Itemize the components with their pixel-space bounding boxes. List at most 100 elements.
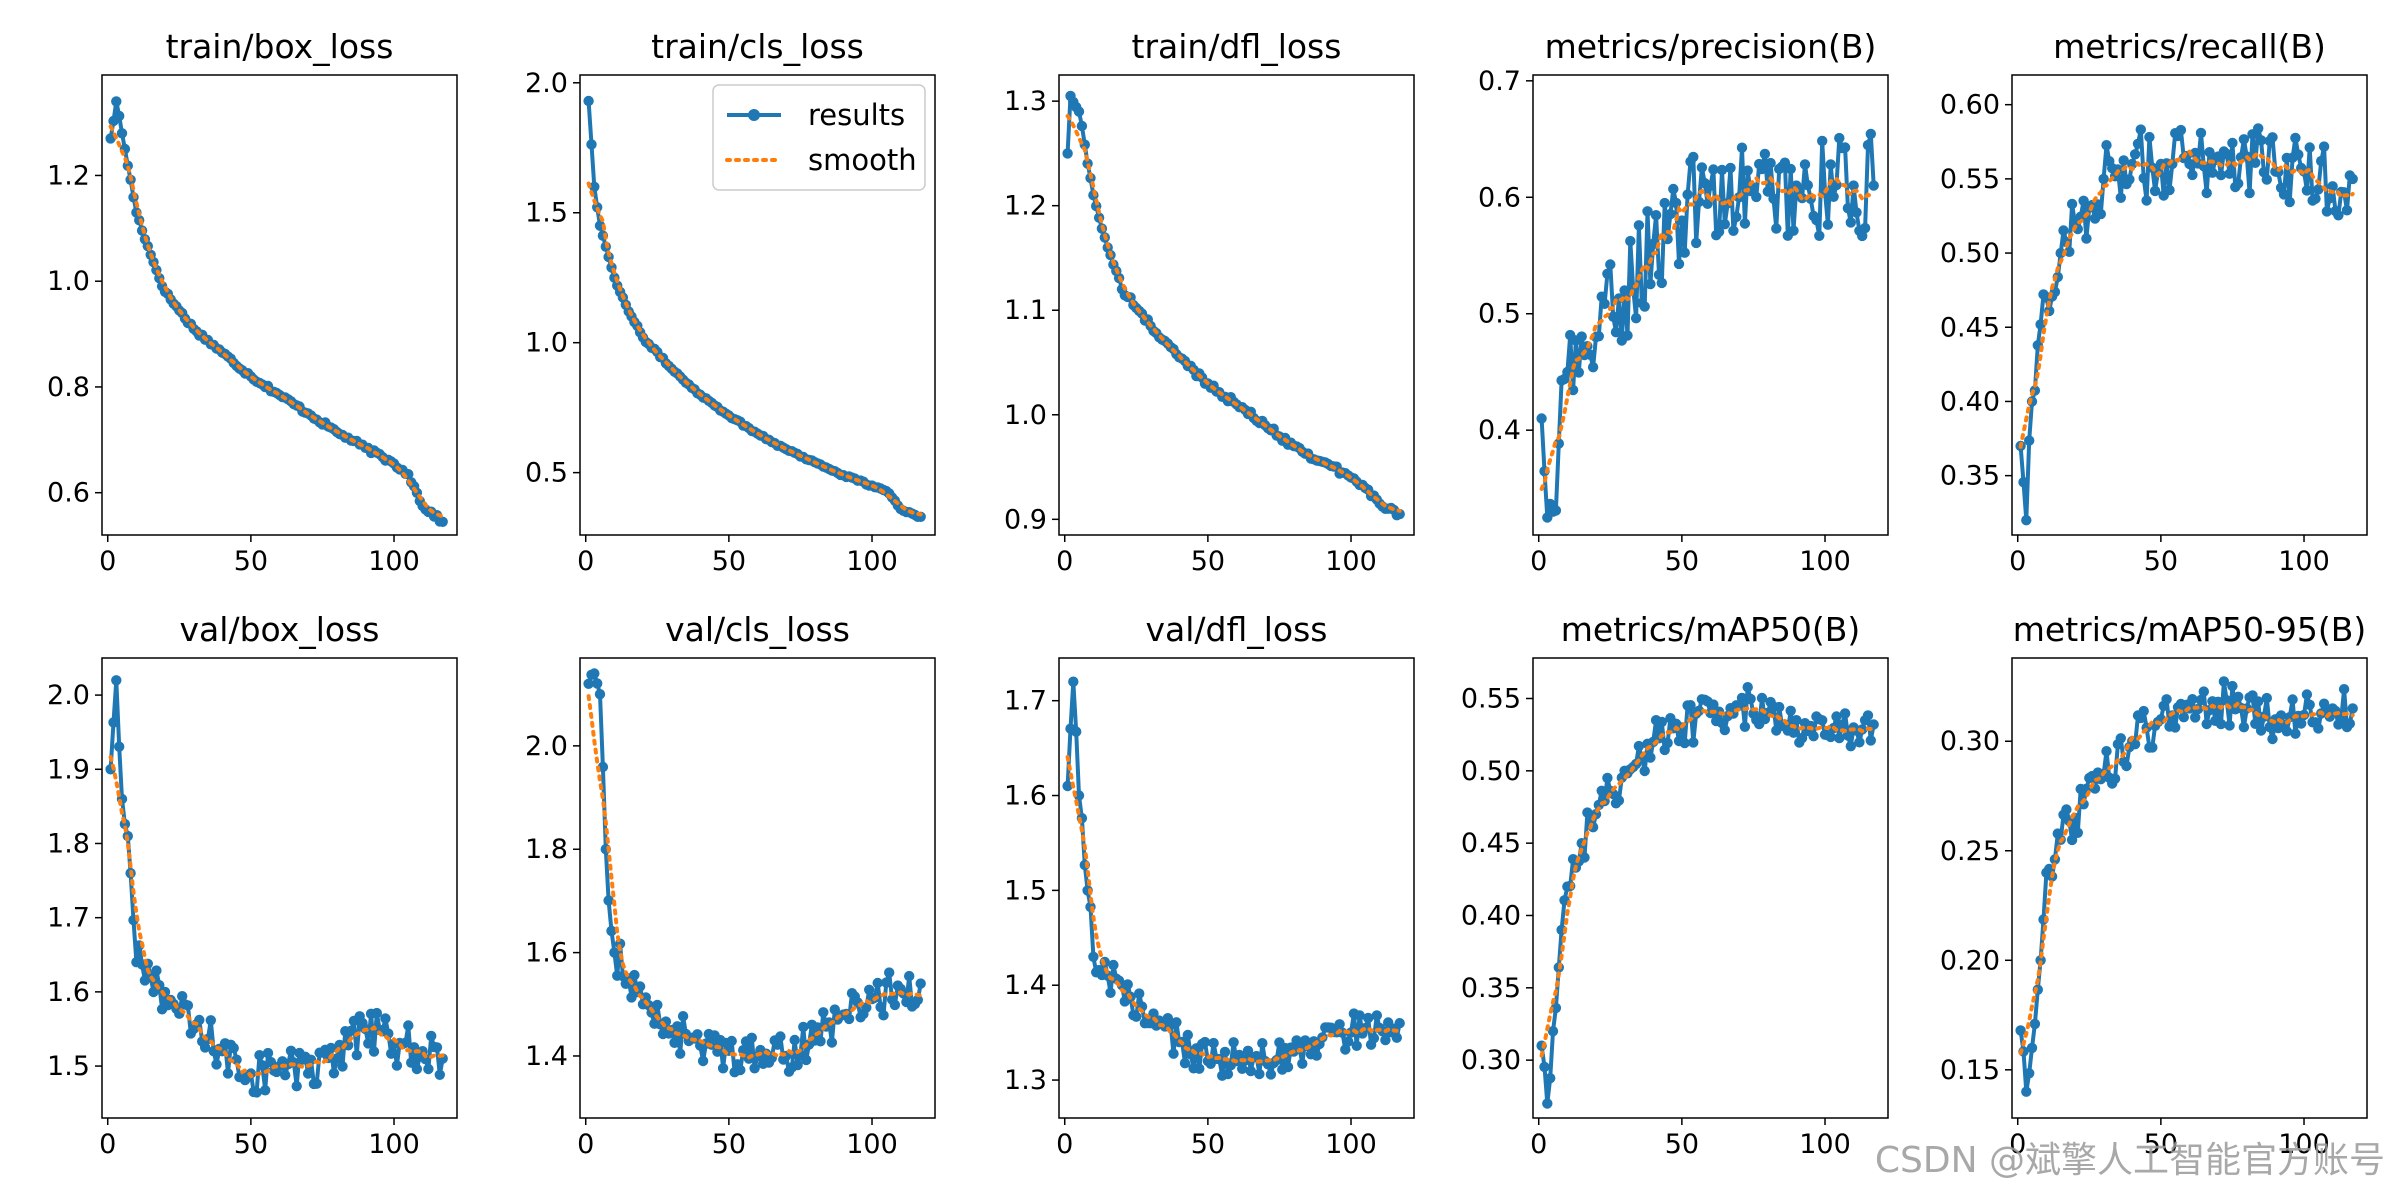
chart-val-dfl-loss-results-point — [1265, 1069, 1277, 1080]
chart-metrics-precision-b-results-point — [1593, 331, 1605, 342]
chart-val-box-loss-results-point — [151, 965, 162, 976]
chart-metrics-map50-95-b-results-point — [2296, 718, 2307, 729]
chart-metrics-map50-b-results-point — [1745, 693, 1756, 705]
chart-metrics-recall-b-results-point — [2290, 132, 2301, 144]
chart-val-dfl-loss-results-point — [1354, 1010, 1365, 1021]
chart-metrics-precision-b-ytick-label: 0.4 — [1478, 415, 1521, 446]
chart-metrics-map50-95-b-results-point — [2250, 718, 2261, 729]
chart-metrics-recall-b-results-point — [2064, 246, 2075, 257]
chart-metrics-recall-b-title: metrics/recall(B) — [2053, 27, 2326, 66]
chart-train-box-loss-results-point — [437, 516, 448, 527]
chart-metrics-recall-b-results-point — [2293, 149, 2304, 160]
chart-val-cls-loss-xtick-label: 50 — [712, 1129, 746, 1160]
chart-metrics-recall-b-results-point — [2187, 169, 2198, 181]
chart-val-dfl-loss-ytick-label: 1.6 — [1004, 781, 1047, 812]
chart-metrics-map50-95-b-results-point — [2238, 722, 2250, 733]
chart-metrics-map50-b: metrics/mAP50(B) 0 50 100 0.30 0.35 0.40 0.45 0.… — [1461, 610, 1889, 1160]
chart-metrics-map50-95-b-results-point — [2115, 733, 2126, 744]
chart-metrics-precision-b-results-point — [1673, 258, 1685, 270]
chart-metrics-map50-95-b-results-point — [2026, 1042, 2038, 1054]
chart-metrics-recall-b-ytick-label: 0.55 — [1940, 164, 2000, 195]
chart-metrics-precision-b-results-point — [1619, 285, 1630, 296]
chart-metrics-recall-b-results-point — [2138, 172, 2149, 184]
chart-val-dfl-loss-results-point — [1368, 1033, 1380, 1044]
chart-val-cls-loss-results-point — [875, 1001, 886, 1013]
chart-val-cls-loss-results-point — [915, 978, 926, 989]
chart-metrics-recall-b-results-point — [2195, 127, 2207, 139]
chart-metrics-map50-b-results-point — [1602, 772, 1613, 784]
chart-metrics-map50-95-b-results-point — [2201, 718, 2212, 730]
chart-val-box-loss-results-point — [420, 1054, 431, 1065]
chart-val-cls-loss: val/cls_loss 0 50 100 1.4 1.6 1.8 2.0 — [525, 610, 936, 1160]
chart-metrics-precision-b-ytick-label: 0.6 — [1478, 182, 1521, 213]
chart-metrics-precision-b-results-point — [1670, 197, 1682, 209]
watermark: CSDN @斌擎人工智能官方账号 — [1875, 1140, 2385, 1181]
chart-train-cls-loss-ytick-label: 1.0 — [525, 328, 568, 359]
chart-metrics-precision-b-results-point — [1705, 180, 1716, 191]
chart-val-cls-loss-results-point — [726, 1035, 737, 1047]
chart-metrics-recall-b-results-point — [2201, 187, 2212, 199]
chart-metrics-recall-b-results-point — [2224, 168, 2235, 179]
chart-metrics-map50-95-b-results-point — [2301, 689, 2313, 700]
chart-train-box-loss-xtick-label: 0 — [99, 546, 116, 577]
chart-metrics-precision-b-results-point — [1688, 151, 1699, 163]
chart-metrics-recall-b-plot-area — [2015, 123, 2358, 526]
chart-metrics-map50-95-b-results-point — [2072, 827, 2083, 838]
chart-metrics-precision-b-results-point — [1587, 362, 1599, 373]
chart-metrics-precision-b-results-point — [1650, 210, 1662, 221]
chart-val-dfl-loss-results-point — [1179, 1058, 1191, 1069]
chart-metrics-precision-b-results-point — [1802, 180, 1814, 191]
chart-val-box-loss-frame — [101, 657, 458, 1119]
chart-metrics-precision-b-results-point — [1834, 132, 1845, 144]
chart-metrics-map50-b-results-point — [1582, 807, 1593, 818]
chart-metrics-recall-b-results-point — [2347, 173, 2358, 185]
chart-val-box-loss-results-point — [325, 1042, 337, 1054]
chart-train-cls-loss-xtick-label: 100 — [846, 546, 898, 577]
chart-val-cls-loss-results-point — [864, 984, 875, 995]
chart-metrics-recall-b-results-point — [2149, 185, 2161, 197]
chart-metrics-map50-95-b-plot-area — [2015, 676, 2358, 1097]
chart-metrics-precision-b-results-point — [1605, 259, 1616, 270]
chart-metrics-recall-b-frame — [2011, 74, 2368, 536]
chart-metrics-precision-b-results-point — [1788, 225, 1799, 236]
chart-val-cls-loss-plot-area — [583, 668, 926, 1078]
chart-val-box-loss-results-point — [257, 1060, 268, 1071]
chart-metrics-recall-b-results-point — [2204, 147, 2215, 158]
chart-metrics-recall-b-results-point — [2164, 184, 2175, 196]
chart-val-box-loss-results-point — [211, 1059, 222, 1070]
chart-train-cls-loss-ytick-label: 0.5 — [525, 458, 568, 489]
chart-metrics-map50-b-results-point — [1742, 682, 1753, 693]
chart-train-dfl-loss-results-point — [1062, 148, 1073, 159]
chart-val-box-loss-results-point — [363, 1038, 374, 1049]
chart-val-dfl-loss-ytick-label: 1.7 — [1004, 686, 1047, 717]
chart-val-cls-loss-results-point — [872, 977, 883, 989]
chart-metrics-recall-b-results-point — [2301, 185, 2313, 196]
chart-metrics-precision-b-results-point — [1691, 237, 1702, 249]
chart-metrics-map50-b-results-point — [1539, 1061, 1550, 1073]
chart-metrics-map50-b-results-point — [1662, 737, 1673, 749]
chart-metrics-recall-b-results-point — [2244, 187, 2255, 199]
chart-metrics-map50-95-b-title: metrics/mAP50-95(B) — [2013, 610, 2366, 649]
chart-metrics-precision-b-results-point — [1865, 128, 1877, 140]
chart-train-box-loss-ytick-label: 0.6 — [47, 478, 90, 509]
chart-train-box-loss-title: train/box_loss — [166, 27, 394, 66]
chart-metrics-precision-b-results-point — [1751, 191, 1762, 203]
chart-val-dfl-loss-results-point — [1222, 1068, 1234, 1080]
chart-metrics-map50-b-results-point — [1756, 692, 1768, 704]
chart-val-cls-loss-smooth-line — [586, 694, 923, 1060]
chart-metrics-map50-b-results-point — [1862, 710, 1874, 721]
chart-val-cls-loss-ytick-label: 1.4 — [525, 1041, 568, 1072]
chart-metrics-map50-b-plot-area — [1536, 682, 1879, 1109]
chart-metrics-map50-95-b-results-point — [2187, 694, 2198, 705]
chart-metrics-map50-b-results-point — [1613, 795, 1625, 806]
chart-metrics-recall-b-results-point — [2129, 149, 2141, 160]
chart-val-dfl-loss-results-point — [1257, 1038, 1268, 1049]
chart-metrics-map50-b-xtick-label: 50 — [1665, 1129, 1699, 1160]
chart-train-dfl-loss-xtick-label: 0 — [1056, 546, 1073, 577]
chart-metrics-map50-b-results-point — [1788, 727, 1799, 738]
chart-metrics-map50-95-b-results-point — [2275, 710, 2287, 721]
chart-metrics-recall-b-results-point — [2175, 124, 2187, 136]
chart-metrics-precision-b-results-point — [1811, 214, 1822, 226]
chart-metrics-precision-b-results-point — [1639, 301, 1650, 312]
chart-metrics-recall-b-results-point — [2250, 157, 2261, 168]
